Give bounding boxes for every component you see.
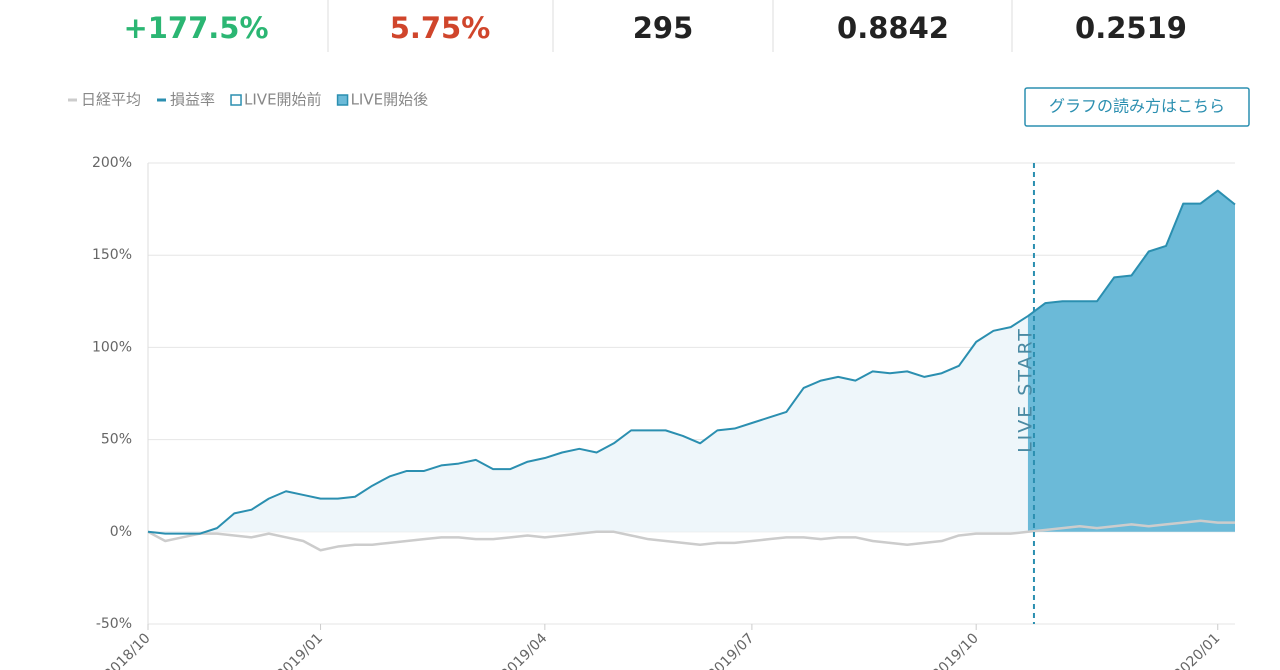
x-tick-label: 2018/10	[101, 630, 153, 670]
x-tick-label: 2019/07	[705, 630, 757, 670]
legend-label: LIVE開始前	[244, 91, 322, 109]
stat-value: +177.5%	[123, 11, 268, 45]
y-tick-label: 50%	[101, 432, 132, 448]
y-tick-label: 0%	[110, 524, 132, 540]
y-tick-label: -50%	[96, 616, 132, 632]
line	[147, 519, 1235, 552]
legend-marker	[336, 94, 349, 106]
y-tick-label: 200%	[92, 155, 132, 171]
legend-label: 損益率	[170, 91, 215, 109]
line	[147, 189, 1236, 535]
area	[148, 316, 1028, 534]
stat-value: 0.8842	[837, 11, 949, 45]
stat-value: 5.75%	[390, 11, 491, 45]
legend-label: 日経平均	[81, 91, 141, 109]
help-button-label[interactable]: グラフの読み方はこちら	[1049, 97, 1225, 116]
x-tick-label: 2019/10	[929, 630, 981, 670]
legend-marker	[230, 94, 242, 106]
y-tick-label: 150%	[92, 247, 132, 263]
help-button[interactable]	[1024, 87, 1250, 127]
stat-value: 295	[633, 11, 694, 45]
annotation: LIVE START	[1014, 327, 1036, 453]
x-tick-label: 2019/04	[498, 630, 551, 670]
x-tick-label: 2020/01	[1171, 630, 1223, 670]
stat-value: 0.2519	[1075, 11, 1187, 45]
legend-label: LIVE開始後	[351, 91, 429, 109]
x-tick-label: 2019/01	[274, 630, 326, 670]
y-tick-label: 100%	[92, 339, 132, 355]
area	[1027, 190, 1235, 532]
